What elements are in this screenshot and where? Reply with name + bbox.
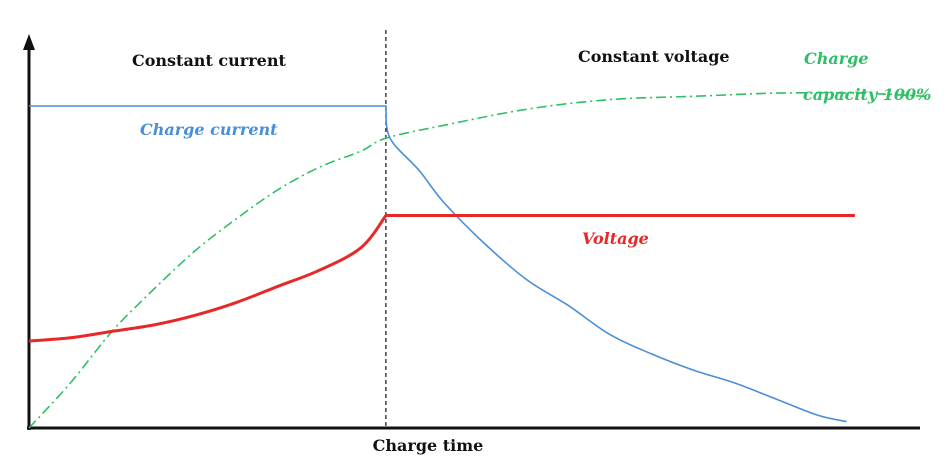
series-label-charge-current: Charge current (140, 120, 278, 139)
x-axis-label: Charge time (373, 436, 484, 455)
phase-label-constant-voltage: Constant voltage (578, 47, 730, 66)
y-axis-arrow-icon (23, 34, 35, 50)
phase-label-constant-current: Constant current (132, 51, 286, 70)
series-label-voltage: Voltage (582, 229, 649, 248)
series-line-charge-capacity (28, 91, 926, 429)
series-line-charge-current (29, 105, 847, 423)
series-line-voltage (28, 214, 855, 343)
series-label-charge-capacity-line2: capacity 100% (803, 85, 931, 104)
series-label-charge-capacity-line1: Charge (804, 49, 869, 68)
